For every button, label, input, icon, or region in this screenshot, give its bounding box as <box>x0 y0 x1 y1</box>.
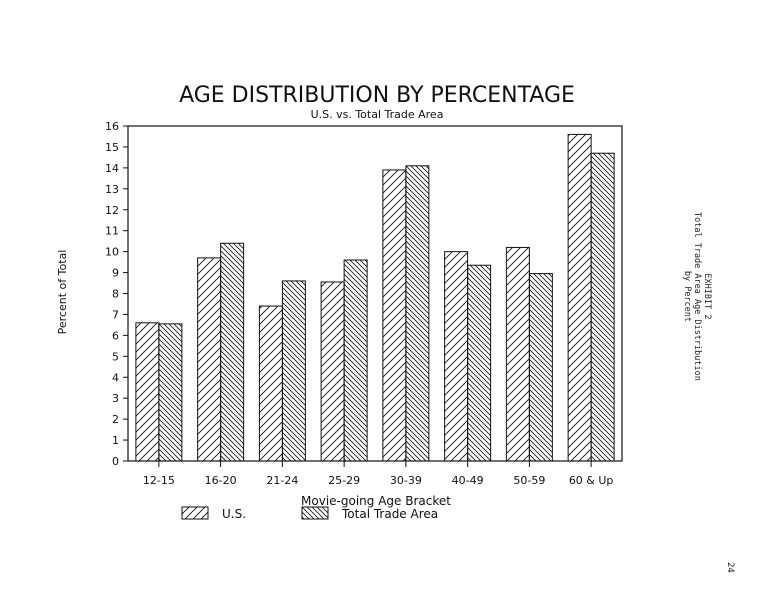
legend-label-total-trade-area: Total Trade Area <box>341 507 438 521</box>
bar-us <box>382 169 407 462</box>
y-tick-label: 14 <box>105 162 119 175</box>
bar-us <box>444 251 469 462</box>
legend: U.S. Total Trade Area <box>181 506 438 521</box>
x-axis-label: Movie-going Age Bracket <box>301 494 451 508</box>
y-tick-label: 16 <box>105 120 119 133</box>
bar-us <box>135 322 160 462</box>
bar-total-trade-area <box>343 259 368 462</box>
bar-total-trade-area <box>590 152 615 462</box>
chart-title: AGE DISTRIBUTION BY PERCENTAGE <box>179 83 575 108</box>
y-tick-label: 6 <box>112 329 119 342</box>
y-axis-label: Percent of Total <box>56 250 69 335</box>
bar-total-trade-area <box>405 165 430 462</box>
y-tick-label: 10 <box>105 246 119 259</box>
bar-us <box>567 133 592 462</box>
y-tick-label: 7 <box>112 308 119 321</box>
bar-total-trade-area <box>467 264 492 462</box>
y-tick-label: 2 <box>112 413 119 426</box>
x-tick-label: 40-49 <box>452 474 484 487</box>
bar-total-trade-area <box>158 323 183 462</box>
page-number: 24 <box>725 562 735 573</box>
x-tick-label: 30-39 <box>390 474 422 487</box>
y-tick-label: 9 <box>112 267 119 280</box>
legend-label-us: U.S. <box>222 507 246 521</box>
y-tick-label: 8 <box>112 288 119 301</box>
bar-us <box>197 257 222 462</box>
legend-swatch-total-trade-area <box>301 506 329 520</box>
y-tick-label: 4 <box>112 371 119 384</box>
y-tick-label: 3 <box>112 392 119 405</box>
bar-total-trade-area <box>281 280 306 462</box>
y-tick-label: 1 <box>112 434 119 447</box>
bar-total-trade-area <box>220 242 245 462</box>
x-tick-label: 16-20 <box>205 474 237 487</box>
x-tick-label: 50-59 <box>513 474 545 487</box>
y-tick-label: 11 <box>105 225 119 238</box>
x-tick-label: 60 & Up <box>569 474 614 487</box>
exhibit-line-3: by Percent <box>682 270 692 323</box>
y-tick-label: 5 <box>112 350 119 363</box>
y-tick-label: 0 <box>112 455 119 468</box>
chart-subtitle: U.S. vs. Total Trade Area <box>311 108 444 121</box>
bar-us <box>505 246 530 462</box>
exhibit-caption: EXHIBIT 2 Total Trade Area Age Distribut… <box>682 212 712 381</box>
y-tick-label: 15 <box>105 141 119 154</box>
exhibit-line-1: EXHIBIT 2 <box>702 273 712 320</box>
x-tick-label: 21-24 <box>266 474 298 487</box>
exhibit-line-2: Total Trade Area Age Distribution <box>692 212 702 381</box>
legend-swatch-us <box>181 506 209 520</box>
x-tick-label: 25-29 <box>328 474 360 487</box>
y-tick-label: 12 <box>105 204 119 217</box>
bar-us <box>320 281 345 462</box>
y-tick-label: 13 <box>105 183 119 196</box>
x-tick-label: 12-15 <box>143 474 175 487</box>
bar-total-trade-area <box>528 273 553 462</box>
bar-us <box>258 305 283 462</box>
